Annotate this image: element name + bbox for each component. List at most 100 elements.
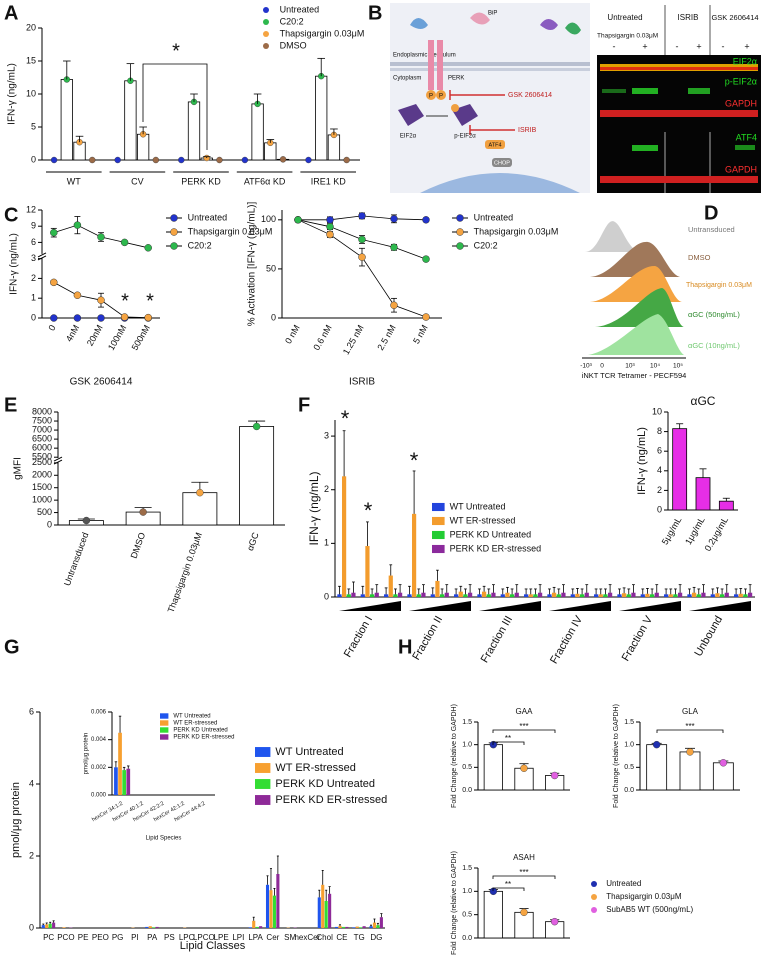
y-tick-label: 1 [31, 293, 36, 303]
bar [692, 592, 697, 597]
x-tick-label: ATF6α KD [244, 176, 286, 186]
bar [720, 594, 725, 597]
panel-label: B [368, 2, 382, 24]
bar [148, 926, 152, 928]
bar [622, 593, 627, 597]
line [297, 219, 427, 318]
bar [533, 594, 538, 597]
mean-dot [241, 156, 249, 164]
bar [352, 927, 356, 928]
bar [483, 744, 503, 791]
bar [486, 594, 491, 597]
bar [345, 926, 349, 928]
bar [136, 133, 150, 161]
bar [538, 592, 543, 597]
atf4-label: ATF4 [488, 142, 501, 148]
bar [124, 80, 137, 161]
annotation: * [364, 498, 373, 523]
blot-group-label: ISRIB [678, 13, 699, 22]
mean-dot [252, 422, 261, 431]
bar [650, 594, 655, 597]
protein-icon [410, 18, 428, 29]
histogram [585, 221, 640, 252]
x-axis-label: ISRIB [349, 377, 375, 388]
x-tick-label: 4nM [64, 323, 81, 343]
legend-swatch [160, 720, 169, 726]
bar [265, 884, 270, 928]
annotation: *** [519, 868, 528, 877]
significance-bracket [492, 887, 525, 891]
legend-label: WT ER-stressed [450, 515, 516, 525]
mean-dot [550, 771, 559, 780]
legend-swatch [432, 544, 445, 554]
bar [514, 592, 519, 597]
bar [743, 594, 748, 597]
blot-band [632, 145, 658, 151]
blot-group-label: Untreated [607, 13, 642, 22]
y-axis-label: Fold Change (relative to GAPDH) [613, 704, 620, 808]
inhibitor-label: GSK 2606414 [508, 92, 552, 99]
bar [580, 594, 585, 597]
legend-label: Untreated [280, 4, 320, 14]
point [390, 243, 398, 252]
bar [701, 592, 706, 597]
legend-label: DMSO [280, 40, 307, 50]
bar [62, 927, 66, 928]
legend-marker [263, 19, 269, 25]
x-tick-label: 10³ [625, 363, 635, 370]
phospho-icon [451, 104, 459, 112]
legend-label: PERK KD Untreated [173, 728, 227, 734]
bar [379, 917, 383, 928]
x-axis-label: Lipid Species [146, 836, 182, 842]
bar [640, 594, 645, 597]
chart-title: GAA [516, 707, 534, 716]
axis-break [53, 459, 63, 465]
x-tick-label: 0 [600, 363, 604, 370]
mean-dot [178, 156, 185, 164]
panel-label: G [4, 636, 20, 658]
mean-dot [279, 156, 287, 163]
bar [626, 594, 631, 597]
axis-break [53, 456, 63, 462]
bar [276, 874, 280, 928]
y-tick-label: 0.0 [462, 935, 472, 942]
cytoplasm-label: Cytoplasm [393, 76, 421, 82]
legend-marker [263, 43, 269, 49]
y-axis-label: IFN-γ (ng/mL) [307, 471, 321, 545]
bar [734, 594, 739, 597]
eif2a-icon [398, 104, 424, 126]
legend-marker [591, 881, 597, 887]
y-tick-label: 0 [31, 312, 36, 322]
mean-dot [216, 156, 223, 164]
y-tick-label: 0.5 [624, 764, 634, 771]
panel-label: A [4, 2, 18, 24]
bar [603, 594, 608, 597]
x-tick-label: LPE [214, 933, 229, 942]
y-tick-label: 5500 [32, 452, 52, 462]
point [97, 296, 105, 304]
x-tick-label: 1.25 nM [341, 323, 366, 356]
y-axis-label: % Activation [IFN-γ (ng/mL)] [247, 202, 258, 327]
x-tick-label: DMSO [129, 531, 148, 560]
y-tick-label: 0 [324, 591, 329, 601]
atf4-box [485, 140, 505, 149]
legend-label: PERK KD Untreated [275, 778, 375, 790]
y-tick-label: 0.004 [91, 737, 107, 743]
chop-label: CHOP [494, 160, 510, 166]
x-tick-label: PC [43, 933, 54, 942]
legend-swatch [255, 779, 271, 789]
bar [575, 593, 580, 597]
blot-row-label: GAPDH [725, 98, 757, 108]
bar [365, 546, 370, 597]
blot-band [688, 88, 710, 94]
bar [187, 101, 201, 161]
lane-label: - [613, 41, 616, 51]
point [358, 253, 366, 261]
bar [430, 594, 435, 597]
y-tick-label: 0.5 [462, 764, 472, 771]
bar [598, 594, 603, 597]
point [422, 255, 430, 263]
significance-bracket [492, 741, 525, 745]
bar [561, 592, 566, 597]
dilution-triangle [479, 601, 541, 611]
